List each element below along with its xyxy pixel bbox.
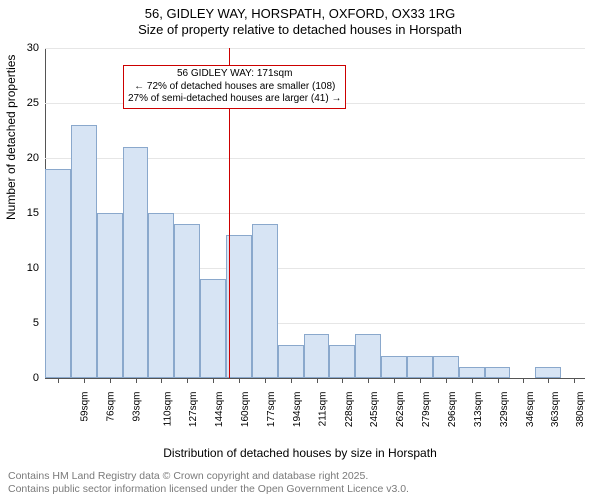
x-tick-label: 296sqm xyxy=(447,392,458,428)
title-subtitle: Size of property relative to detached ho… xyxy=(0,22,600,38)
annotation-line2: ← 72% of detached houses are smaller (10… xyxy=(128,81,341,94)
x-tick-mark xyxy=(161,378,162,383)
y-axis-label: Number of detached properties xyxy=(4,55,18,220)
x-tick-mark xyxy=(265,378,266,383)
x-axis-line xyxy=(45,378,585,379)
x-tick-label: 59sqm xyxy=(79,392,90,422)
y-tick-label: 20 xyxy=(9,152,39,164)
x-tick-label: 211sqm xyxy=(317,392,328,427)
x-tick-mark xyxy=(187,378,188,383)
x-tick-label: 228sqm xyxy=(344,392,355,428)
footer-attribution: Contains HM Land Registry data © Crown c… xyxy=(8,470,409,496)
x-tick-mark xyxy=(394,378,395,383)
histogram-bar xyxy=(355,334,381,378)
histogram-bar xyxy=(252,224,278,378)
histogram-bar xyxy=(148,213,174,378)
histogram-bar xyxy=(459,367,485,378)
x-tick-mark xyxy=(446,378,447,383)
x-tick-mark xyxy=(136,378,137,383)
histogram-bar xyxy=(200,279,226,378)
x-tick-label: 76sqm xyxy=(105,392,116,422)
x-tick-mark xyxy=(420,378,421,383)
x-tick-label: 279sqm xyxy=(421,392,432,428)
x-tick-label: 313sqm xyxy=(473,392,484,428)
y-tick-label: 15 xyxy=(9,207,39,219)
histogram-bar xyxy=(381,356,407,378)
y-tick-label: 5 xyxy=(9,317,39,329)
footer-line2: Contains public sector information licen… xyxy=(8,483,409,496)
y-tick-label: 30 xyxy=(9,42,39,54)
x-tick-mark xyxy=(574,378,575,383)
x-tick-mark xyxy=(58,378,59,383)
x-tick-mark xyxy=(239,378,240,383)
x-tick-mark xyxy=(213,378,214,383)
x-tick-label: 160sqm xyxy=(240,392,251,428)
x-tick-mark xyxy=(523,378,524,383)
x-tick-label: 177sqm xyxy=(266,392,277,428)
histogram-bar xyxy=(71,125,97,378)
x-tick-label: 110sqm xyxy=(162,392,173,427)
histogram-bar xyxy=(433,356,459,378)
chart-title: 56, GIDLEY WAY, HORSPATH, OXFORD, OX33 1… xyxy=(0,0,600,39)
title-address: 56, GIDLEY WAY, HORSPATH, OXFORD, OX33 1… xyxy=(0,6,600,22)
x-tick-label: 144sqm xyxy=(214,392,225,428)
histogram-bar xyxy=(535,367,561,378)
histogram-bar xyxy=(407,356,433,378)
chart-area: 05101520253059sqm76sqm93sqm110sqm127sqm1… xyxy=(45,48,585,418)
x-tick-mark xyxy=(498,378,499,383)
x-tick-label: 93sqm xyxy=(131,392,142,422)
x-tick-label: 127sqm xyxy=(188,392,199,428)
histogram-bar xyxy=(304,334,330,378)
histogram-bar xyxy=(278,345,304,378)
x-tick-label: 346sqm xyxy=(525,392,536,428)
x-tick-mark xyxy=(110,378,111,383)
x-tick-label: 329sqm xyxy=(499,392,510,428)
histogram-bar xyxy=(123,147,149,378)
x-tick-mark xyxy=(317,378,318,383)
y-tick-label: 0 xyxy=(9,372,39,384)
x-tick-label: 245sqm xyxy=(369,392,380,428)
x-tick-mark xyxy=(342,378,343,383)
x-tick-label: 194sqm xyxy=(292,392,303,428)
x-tick-label: 363sqm xyxy=(550,392,561,428)
x-tick-mark xyxy=(84,378,85,383)
x-tick-mark xyxy=(291,378,292,383)
histogram-bar xyxy=(174,224,200,378)
plot-region: 05101520253059sqm76sqm93sqm110sqm127sqm1… xyxy=(45,48,585,378)
histogram-bar xyxy=(45,169,71,378)
x-tick-label: 380sqm xyxy=(575,392,586,428)
annotation-line1: 56 GIDLEY WAY: 171sqm xyxy=(128,68,341,81)
histogram-bar xyxy=(485,367,511,378)
histogram-bar xyxy=(329,345,355,378)
x-tick-label: 262sqm xyxy=(395,392,406,428)
x-tick-mark xyxy=(368,378,369,383)
histogram-bar xyxy=(97,213,123,378)
annotation-line3: 27% of semi-detached houses are larger (… xyxy=(128,93,341,106)
footer-line1: Contains HM Land Registry data © Crown c… xyxy=(8,470,409,483)
y-tick-label: 10 xyxy=(9,262,39,274)
x-tick-mark xyxy=(472,378,473,383)
x-axis-label: Distribution of detached houses by size … xyxy=(0,446,600,460)
x-tick-mark xyxy=(548,378,549,383)
annotation-box: 56 GIDLEY WAY: 171sqm← 72% of detached h… xyxy=(123,65,346,109)
y-tick-label: 25 xyxy=(9,97,39,109)
